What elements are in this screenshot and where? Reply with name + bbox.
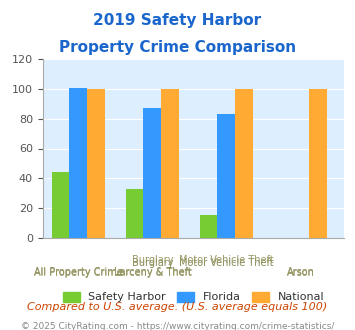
- Text: Arson: Arson: [286, 268, 315, 278]
- Text: Arson: Arson: [286, 267, 315, 277]
- Text: All Property Crime: All Property Crime: [34, 268, 123, 278]
- Text: Burglary: Burglary: [132, 255, 173, 265]
- Text: All Property Crime: All Property Crime: [34, 267, 123, 277]
- Bar: [70, 88, 87, 238]
- Bar: [235, 89, 253, 238]
- Bar: [162, 89, 179, 238]
- Bar: [87, 89, 105, 238]
- Bar: [143, 109, 162, 238]
- Text: Motor Vehicle Theft: Motor Vehicle Theft: [179, 255, 274, 265]
- Bar: [51, 172, 70, 238]
- Text: Larceny & Theft: Larceny & Theft: [114, 268, 191, 278]
- Text: Motor Vehicle Theft: Motor Vehicle Theft: [179, 258, 274, 268]
- Text: Compared to U.S. average. (U.S. average equals 100): Compared to U.S. average. (U.S. average …: [27, 302, 328, 312]
- Text: 2019 Safety Harbor: 2019 Safety Harbor: [93, 13, 262, 28]
- Text: Larceny & Theft: Larceny & Theft: [114, 267, 191, 277]
- Bar: [309, 89, 327, 238]
- Bar: [218, 115, 235, 238]
- Bar: [126, 189, 143, 238]
- Text: Property Crime Comparison: Property Crime Comparison: [59, 40, 296, 54]
- Text: Burglary: Burglary: [132, 258, 173, 268]
- Bar: [200, 215, 218, 238]
- Text: © 2025 CityRating.com - https://www.cityrating.com/crime-statistics/: © 2025 CityRating.com - https://www.city…: [21, 322, 334, 330]
- Legend: Safety Harbor, Florida, National: Safety Harbor, Florida, National: [59, 287, 328, 307]
